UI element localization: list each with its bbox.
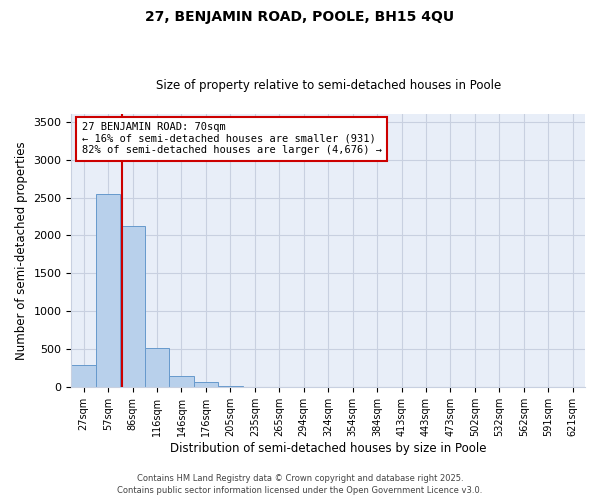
Y-axis label: Number of semi-detached properties: Number of semi-detached properties [15, 142, 28, 360]
X-axis label: Distribution of semi-detached houses by size in Poole: Distribution of semi-detached houses by … [170, 442, 487, 455]
Bar [194, 382, 218, 388]
Text: 27 BENJAMIN ROAD: 70sqm
← 16% of semi-detached houses are smaller (931)
82% of s: 27 BENJAMIN ROAD: 70sqm ← 16% of semi-de… [82, 122, 382, 156]
Bar [121, 226, 145, 388]
Title: Size of property relative to semi-detached houses in Poole: Size of property relative to semi-detach… [155, 79, 501, 92]
Bar [71, 364, 96, 388]
Bar [96, 194, 121, 388]
Text: Contains HM Land Registry data © Crown copyright and database right 2025.
Contai: Contains HM Land Registry data © Crown c… [118, 474, 482, 495]
Bar [169, 376, 194, 388]
Bar [145, 348, 169, 388]
Bar [218, 386, 242, 388]
Text: 27, BENJAMIN ROAD, POOLE, BH15 4QU: 27, BENJAMIN ROAD, POOLE, BH15 4QU [145, 10, 455, 24]
